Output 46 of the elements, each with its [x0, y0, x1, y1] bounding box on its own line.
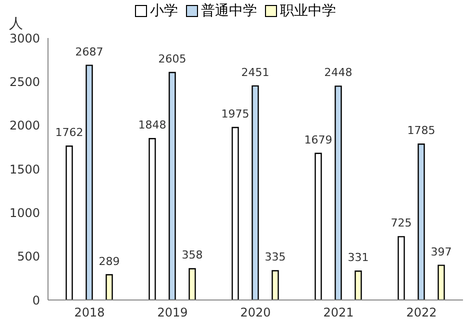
- y-tick-label: 1500: [9, 162, 40, 176]
- data-label: 358: [182, 248, 203, 262]
- bar: [168, 72, 176, 300]
- data-label: 725: [390, 216, 412, 230]
- bar: [354, 270, 362, 300]
- data-label: 331: [348, 251, 369, 264]
- data-label: 1975: [221, 108, 250, 121]
- data-label: 2451: [241, 66, 270, 79]
- data-label: 1679: [304, 133, 332, 146]
- data-label: 397: [430, 245, 452, 258]
- x-tick-label: 2019: [157, 306, 188, 320]
- y-tick-label: 500: [17, 250, 40, 264]
- data-label: 2605: [158, 52, 186, 66]
- data-label: 289: [98, 254, 120, 268]
- bar: [334, 86, 342, 300]
- data-label: 1785: [407, 124, 436, 138]
- data-label: 1848: [138, 118, 166, 132]
- bar: [272, 270, 279, 300]
- bar: [148, 138, 156, 300]
- y-tick-label: 1000: [9, 206, 40, 220]
- bar: [66, 146, 73, 300]
- y-tick-label: 2500: [9, 74, 40, 89]
- bar: [314, 152, 322, 300]
- x-tick-label: 2018: [74, 306, 105, 320]
- y-tick-label: 0: [32, 293, 40, 308]
- legend-label: 小学: [150, 2, 178, 20]
- bar: [86, 64, 93, 300]
- data-label: 2448: [324, 66, 352, 80]
- y-tick-label: 3000: [9, 31, 40, 46]
- data-label: 2687: [75, 45, 104, 58]
- bar: [438, 264, 445, 300]
- y-tick-label: 2000: [9, 118, 40, 133]
- bar: [232, 126, 239, 300]
- bar: [252, 85, 259, 300]
- bar: [188, 268, 196, 300]
- bar: [398, 236, 405, 300]
- bar: [418, 144, 425, 300]
- x-tick-label: 2022: [406, 306, 437, 320]
- x-tick-label: 2021: [323, 306, 354, 320]
- bar: [106, 274, 113, 300]
- y-axis-title: 人: [9, 16, 23, 32]
- x-tick-label: 2020: [240, 306, 271, 320]
- data-label: 335: [264, 250, 286, 264]
- legend-label: 职业中学: [280, 2, 336, 20]
- legend-label: 普通中学: [201, 2, 257, 20]
- data-label: 1762: [55, 126, 84, 140]
